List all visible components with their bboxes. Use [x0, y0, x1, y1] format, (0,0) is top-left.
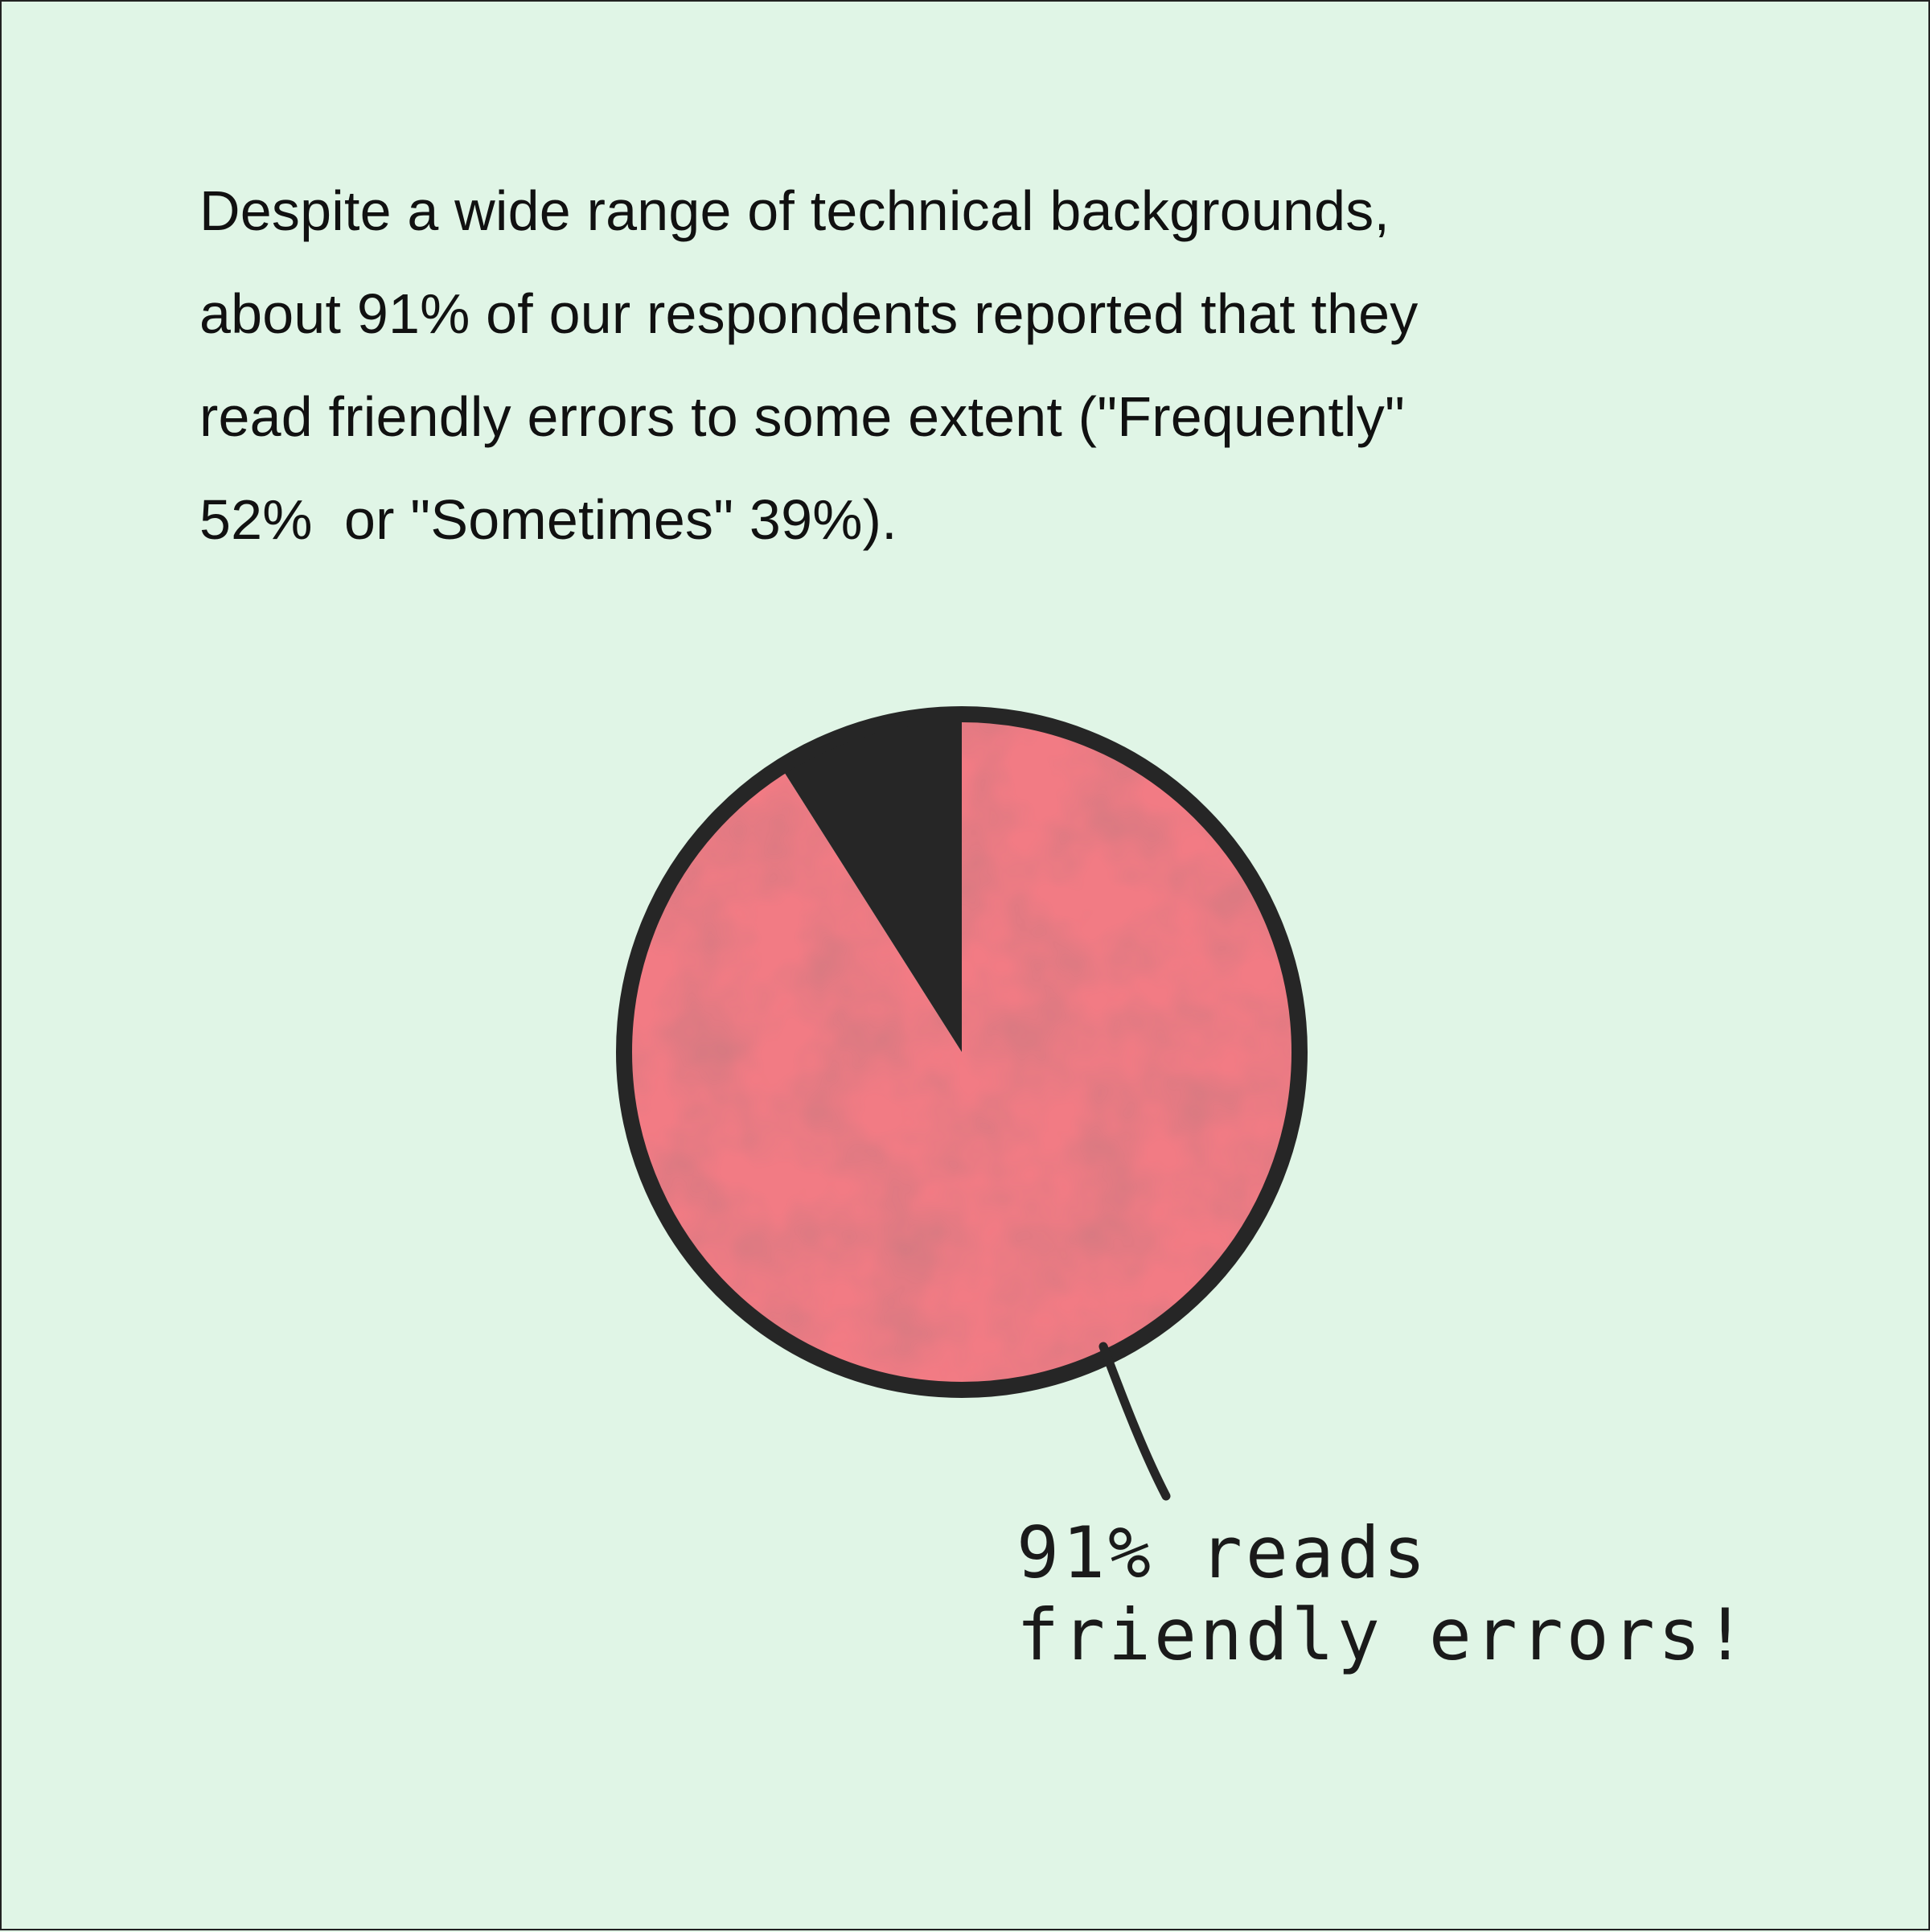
callout-line: 91% reads [1016, 1511, 1429, 1594]
intro-line: 52% or "Sometimes" 39%). [199, 488, 897, 551]
intro-text: Despite a wide range of technical backgr… [199, 159, 1808, 571]
callout-label: 91% reads friendly errors! [1016, 1512, 1750, 1676]
intro-line: Despite a wide range of technical backgr… [199, 179, 1390, 242]
callout-line: friendly errors! [1016, 1593, 1750, 1676]
pie-outline [616, 706, 1308, 1398]
callout-leader-line [1098, 1342, 1171, 1501]
intro-line: about 91% of our respondents reported th… [199, 282, 1419, 345]
intro-line: read friendly errors to some extent ("Fr… [199, 385, 1406, 448]
pie-slice-other [780, 714, 962, 1052]
